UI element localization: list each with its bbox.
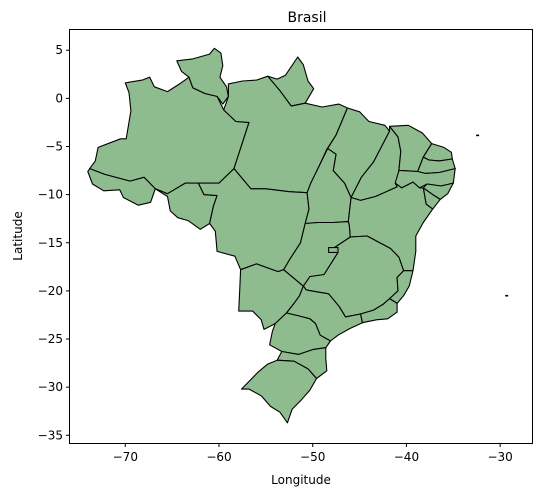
y-axis-label: Latitude — [11, 211, 25, 260]
state-ac — [87, 168, 156, 206]
y-tick-label: −15 — [38, 236, 63, 250]
y-tick-label: 5 — [55, 43, 63, 57]
states-layer — [87, 47, 456, 424]
map-title: Brasil — [287, 10, 326, 26]
y-tick-label: −35 — [38, 428, 63, 442]
y-tick-label: −20 — [38, 284, 63, 298]
island-marker — [505, 294, 509, 297]
islands-layer — [476, 134, 509, 297]
axes-frame — [69, 29, 533, 444]
x-tick-label: −70 — [113, 450, 138, 464]
state-rr — [176, 47, 229, 105]
y-tick-label: 0 — [55, 91, 63, 105]
y-tick-label: −5 — [45, 139, 63, 153]
state-df — [328, 247, 339, 253]
y-tick-label: −10 — [38, 188, 63, 202]
y-axis: 5 0 −5 −10 −15 −20 −25 −30 −35 — [38, 43, 70, 442]
x-tick-label: −60 — [206, 450, 231, 464]
y-tick-label: −25 — [38, 332, 63, 346]
x-tick-label: −30 — [487, 450, 512, 464]
x-tick-label: −40 — [394, 450, 419, 464]
island-marker — [476, 134, 480, 137]
x-tick-label: −50 — [300, 450, 325, 464]
state-rs — [240, 359, 318, 424]
state-rj — [359, 298, 398, 324]
x-axis: −70 −60 −50 −40 −30 — [113, 443, 513, 464]
y-tick-label: −30 — [38, 380, 63, 394]
x-axis-label: Longitude — [271, 473, 331, 487]
